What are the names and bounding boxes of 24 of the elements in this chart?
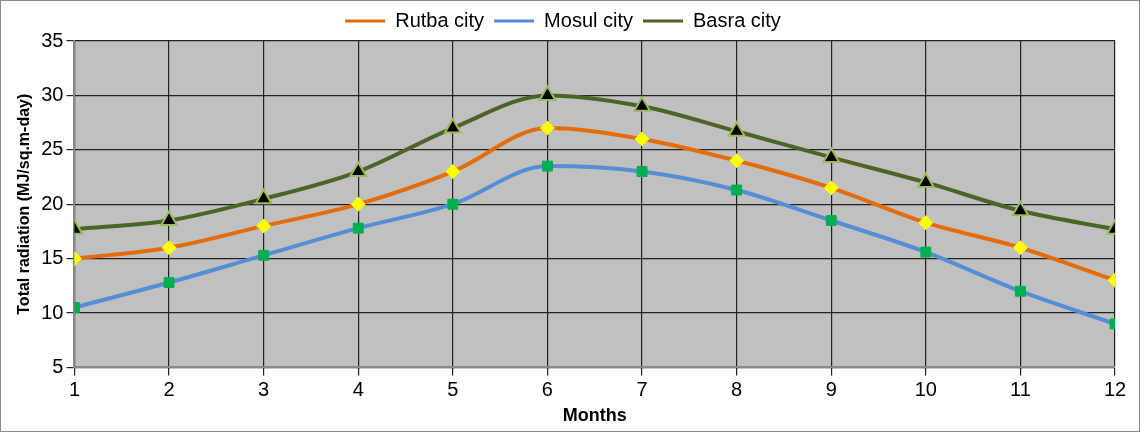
legend-label: Basra city bbox=[693, 8, 781, 31]
x-tick-label: 9 bbox=[825, 377, 837, 400]
y-tick-label: 30 bbox=[41, 82, 64, 105]
y-tick-label: 5 bbox=[52, 354, 64, 377]
x-tick-label: 4 bbox=[352, 377, 364, 400]
x-tick-label: 3 bbox=[258, 377, 270, 400]
y-tick-label: 15 bbox=[41, 246, 64, 269]
x-tick-label: 2 bbox=[163, 377, 175, 400]
y-tick-label: 10 bbox=[41, 300, 64, 323]
x-tick-label: 12 bbox=[1103, 377, 1127, 400]
legend-label: Rutba city bbox=[395, 8, 485, 31]
x-tick-label: 7 bbox=[636, 377, 648, 400]
y-tick-label: 20 bbox=[41, 191, 64, 214]
x-tick-label: 10 bbox=[914, 377, 937, 400]
y-tick-label: 35 bbox=[41, 28, 64, 51]
x-tick-label: 1 bbox=[68, 377, 81, 400]
x-tick-label: 6 bbox=[541, 377, 553, 400]
y-tick-label: 25 bbox=[41, 137, 64, 160]
x-tick-label: 11 bbox=[1010, 377, 1031, 400]
x-axis-title: Months bbox=[562, 405, 627, 426]
legend-label: Mosul city bbox=[544, 8, 634, 31]
y-axis-title: Total radiation (MJ/sq.m-day) bbox=[15, 93, 33, 315]
x-tick-label: 5 bbox=[447, 377, 459, 400]
x-tick-label: 8 bbox=[731, 377, 743, 400]
